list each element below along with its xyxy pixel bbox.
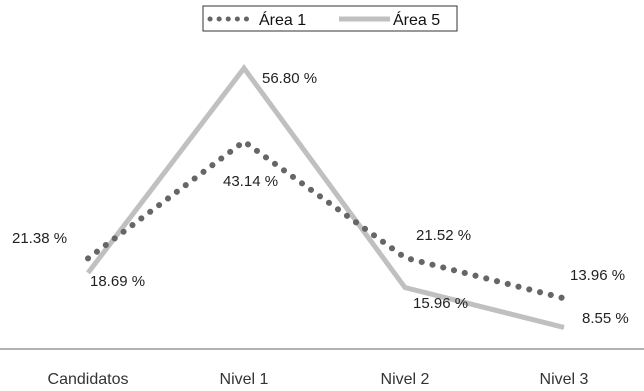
data-label-area-5: 56.80 % [262,70,317,87]
legend-label-area-5: Área 5 [393,10,440,29]
x-tick-label: Nivel 3 [540,371,589,388]
x-tick-label: Candidatos [48,371,129,388]
data-label-area-5: 18.69 % [90,273,145,290]
data-label-area-1: 43.14 % [223,173,278,190]
x-tick-label: Nivel 2 [381,371,430,388]
series-line-area-1 [85,137,567,302]
data-label-area-1: 13.96 % [570,267,625,284]
data-label-area-1: 21.38 % [12,230,67,247]
series-line-area-5 [86,64,565,330]
data-label-area-5: 8.55 % [582,310,629,327]
x-tick-label: Nivel 1 [220,371,269,388]
data-label-area-1: 21.52 % [416,227,471,244]
legend-label-area-1: Área 1 [259,10,306,29]
data-label-area-5: 15.96 % [413,295,468,312]
legend: Área 1 Área 5 [202,5,458,32]
